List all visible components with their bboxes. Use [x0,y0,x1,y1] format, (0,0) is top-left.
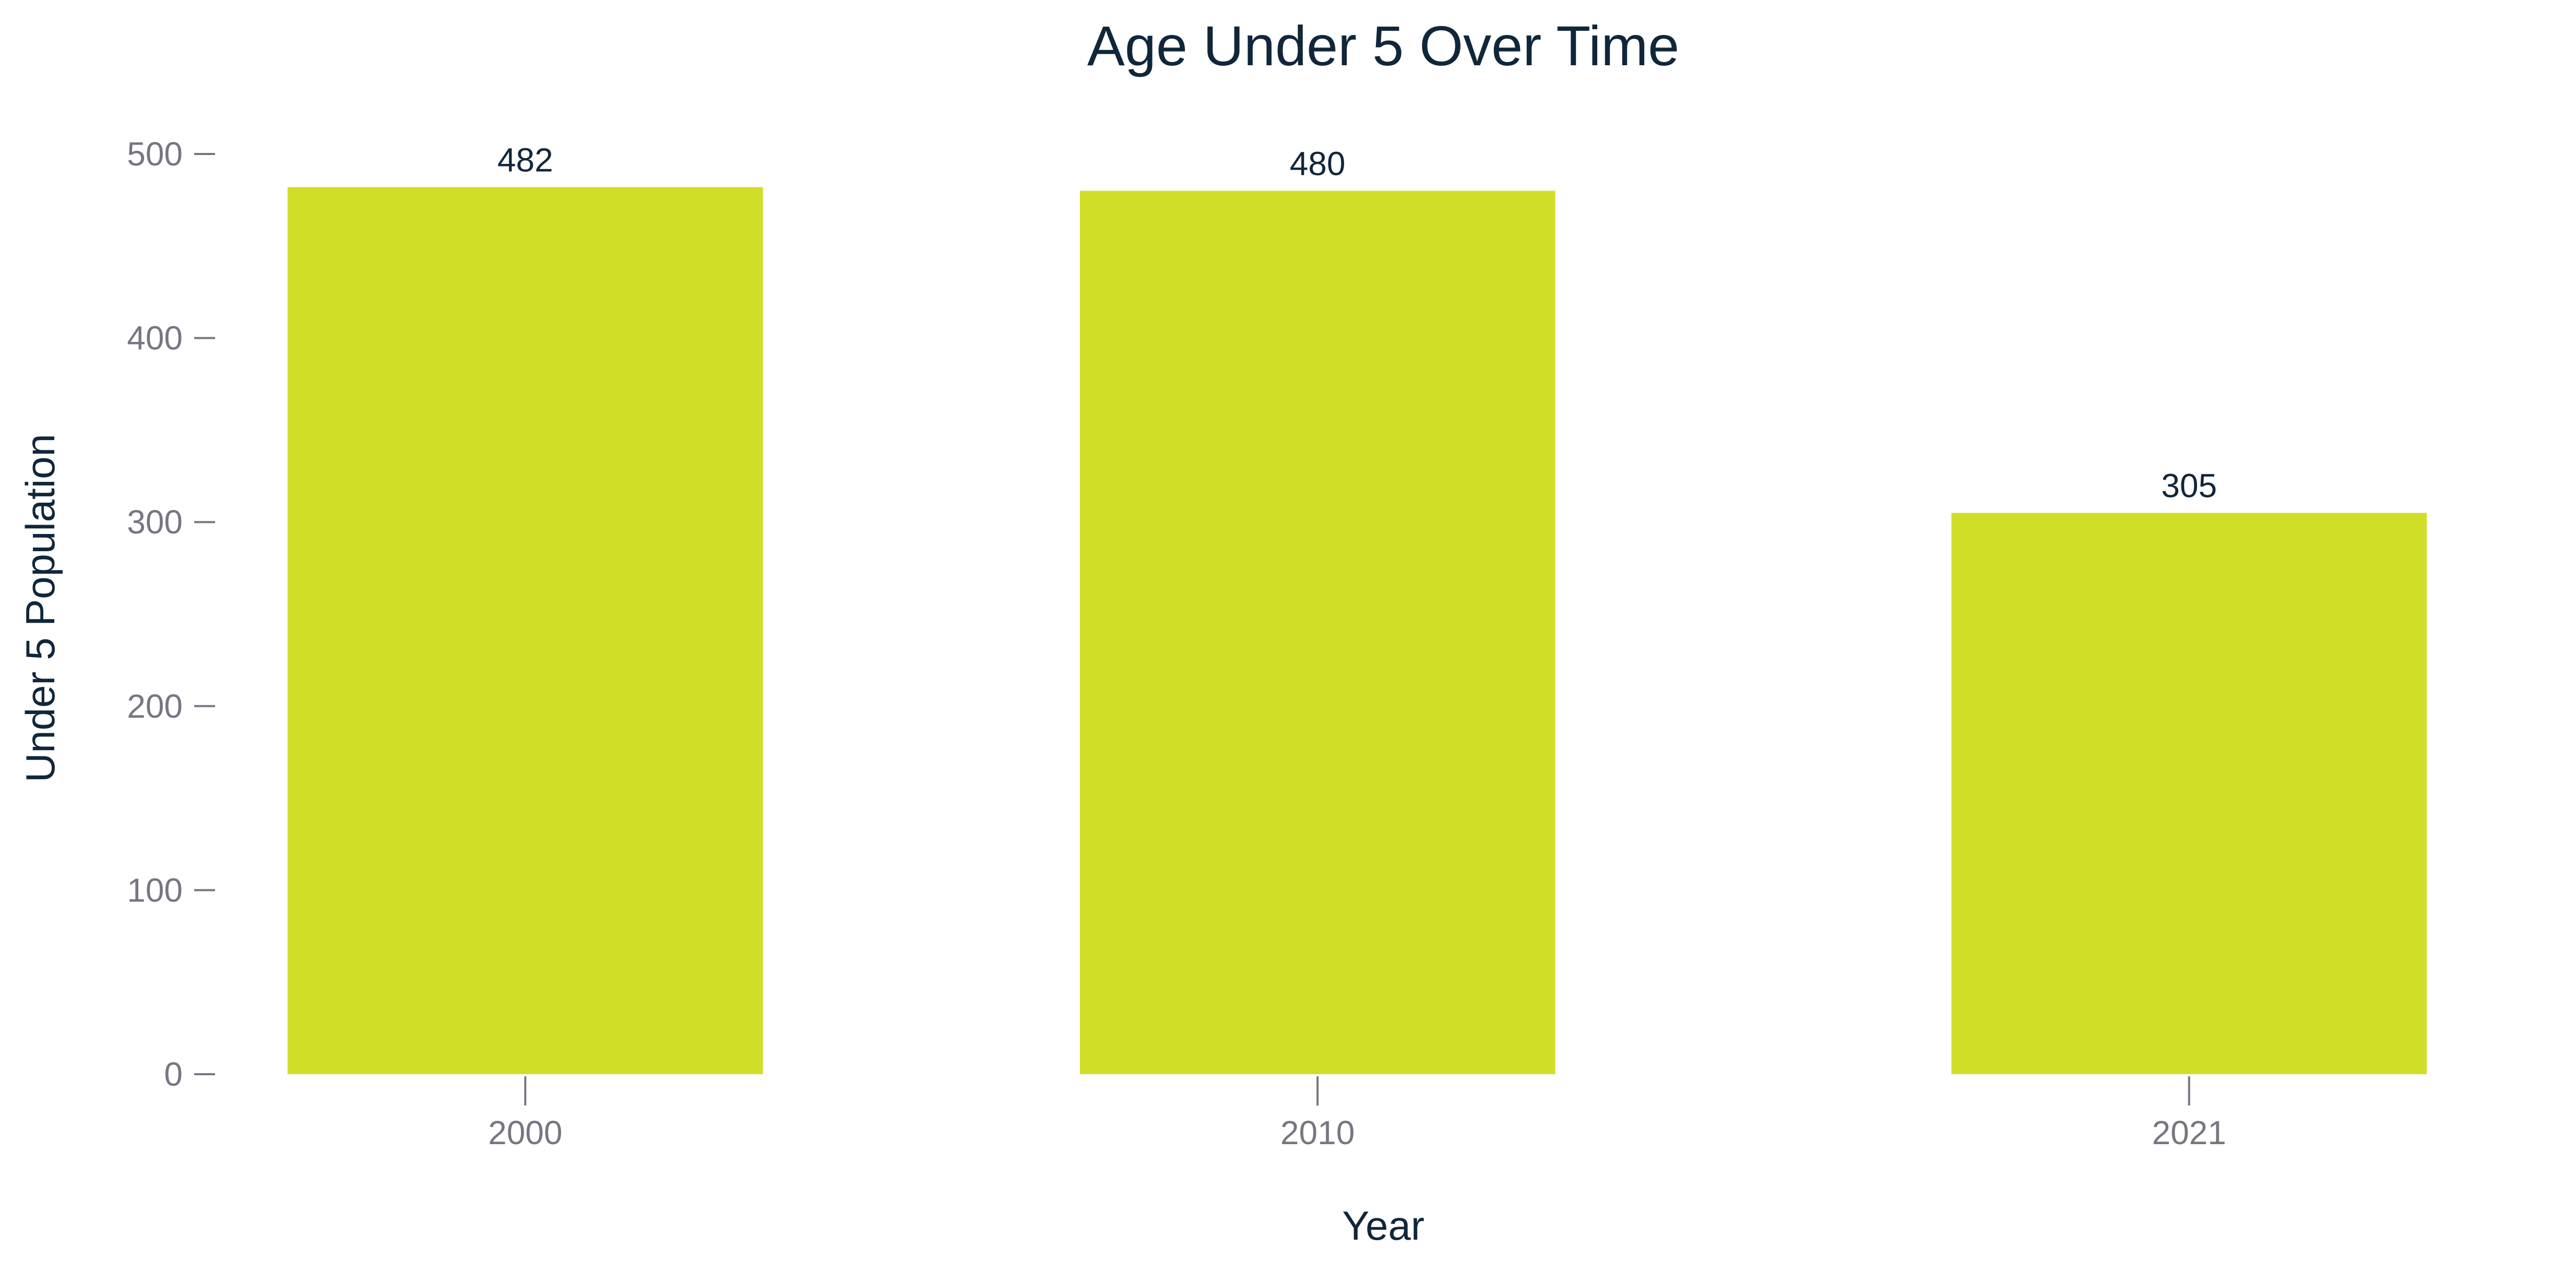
y-tick-label-300: 300 [127,503,183,541]
bars [287,187,2427,1074]
x-tick-label-2000: 2000 [488,1114,562,1151]
y-tick-label-500: 500 [127,135,183,173]
bar-2010 [1079,191,1556,1074]
data-label-2021: 305 [2161,467,2217,505]
y-tick-label-100: 100 [127,871,183,909]
bar-2021 [1951,513,2427,1074]
y-axis: 0 100 200 300 400 500 [127,135,215,1093]
data-label-2000: 482 [497,141,553,179]
x-axis: 2000 2010 2021 [488,1076,2226,1151]
bar-2000 [287,187,763,1074]
y-axis-title: Under 5 Population [17,434,63,782]
chart-title: Age Under 5 Over Time [1087,14,1679,77]
y-tick-label-400: 400 [127,319,183,357]
y-tick-label-200: 200 [127,687,183,725]
x-tick-label-2021: 2021 [2152,1114,2226,1151]
data-labels: 482 480 305 [497,141,2217,505]
data-label-2010: 480 [1290,145,1346,183]
y-tick-label-0: 0 [164,1055,183,1093]
x-tick-label-2010: 2010 [1280,1114,1355,1151]
x-axis-title: Year [1342,1203,1424,1249]
